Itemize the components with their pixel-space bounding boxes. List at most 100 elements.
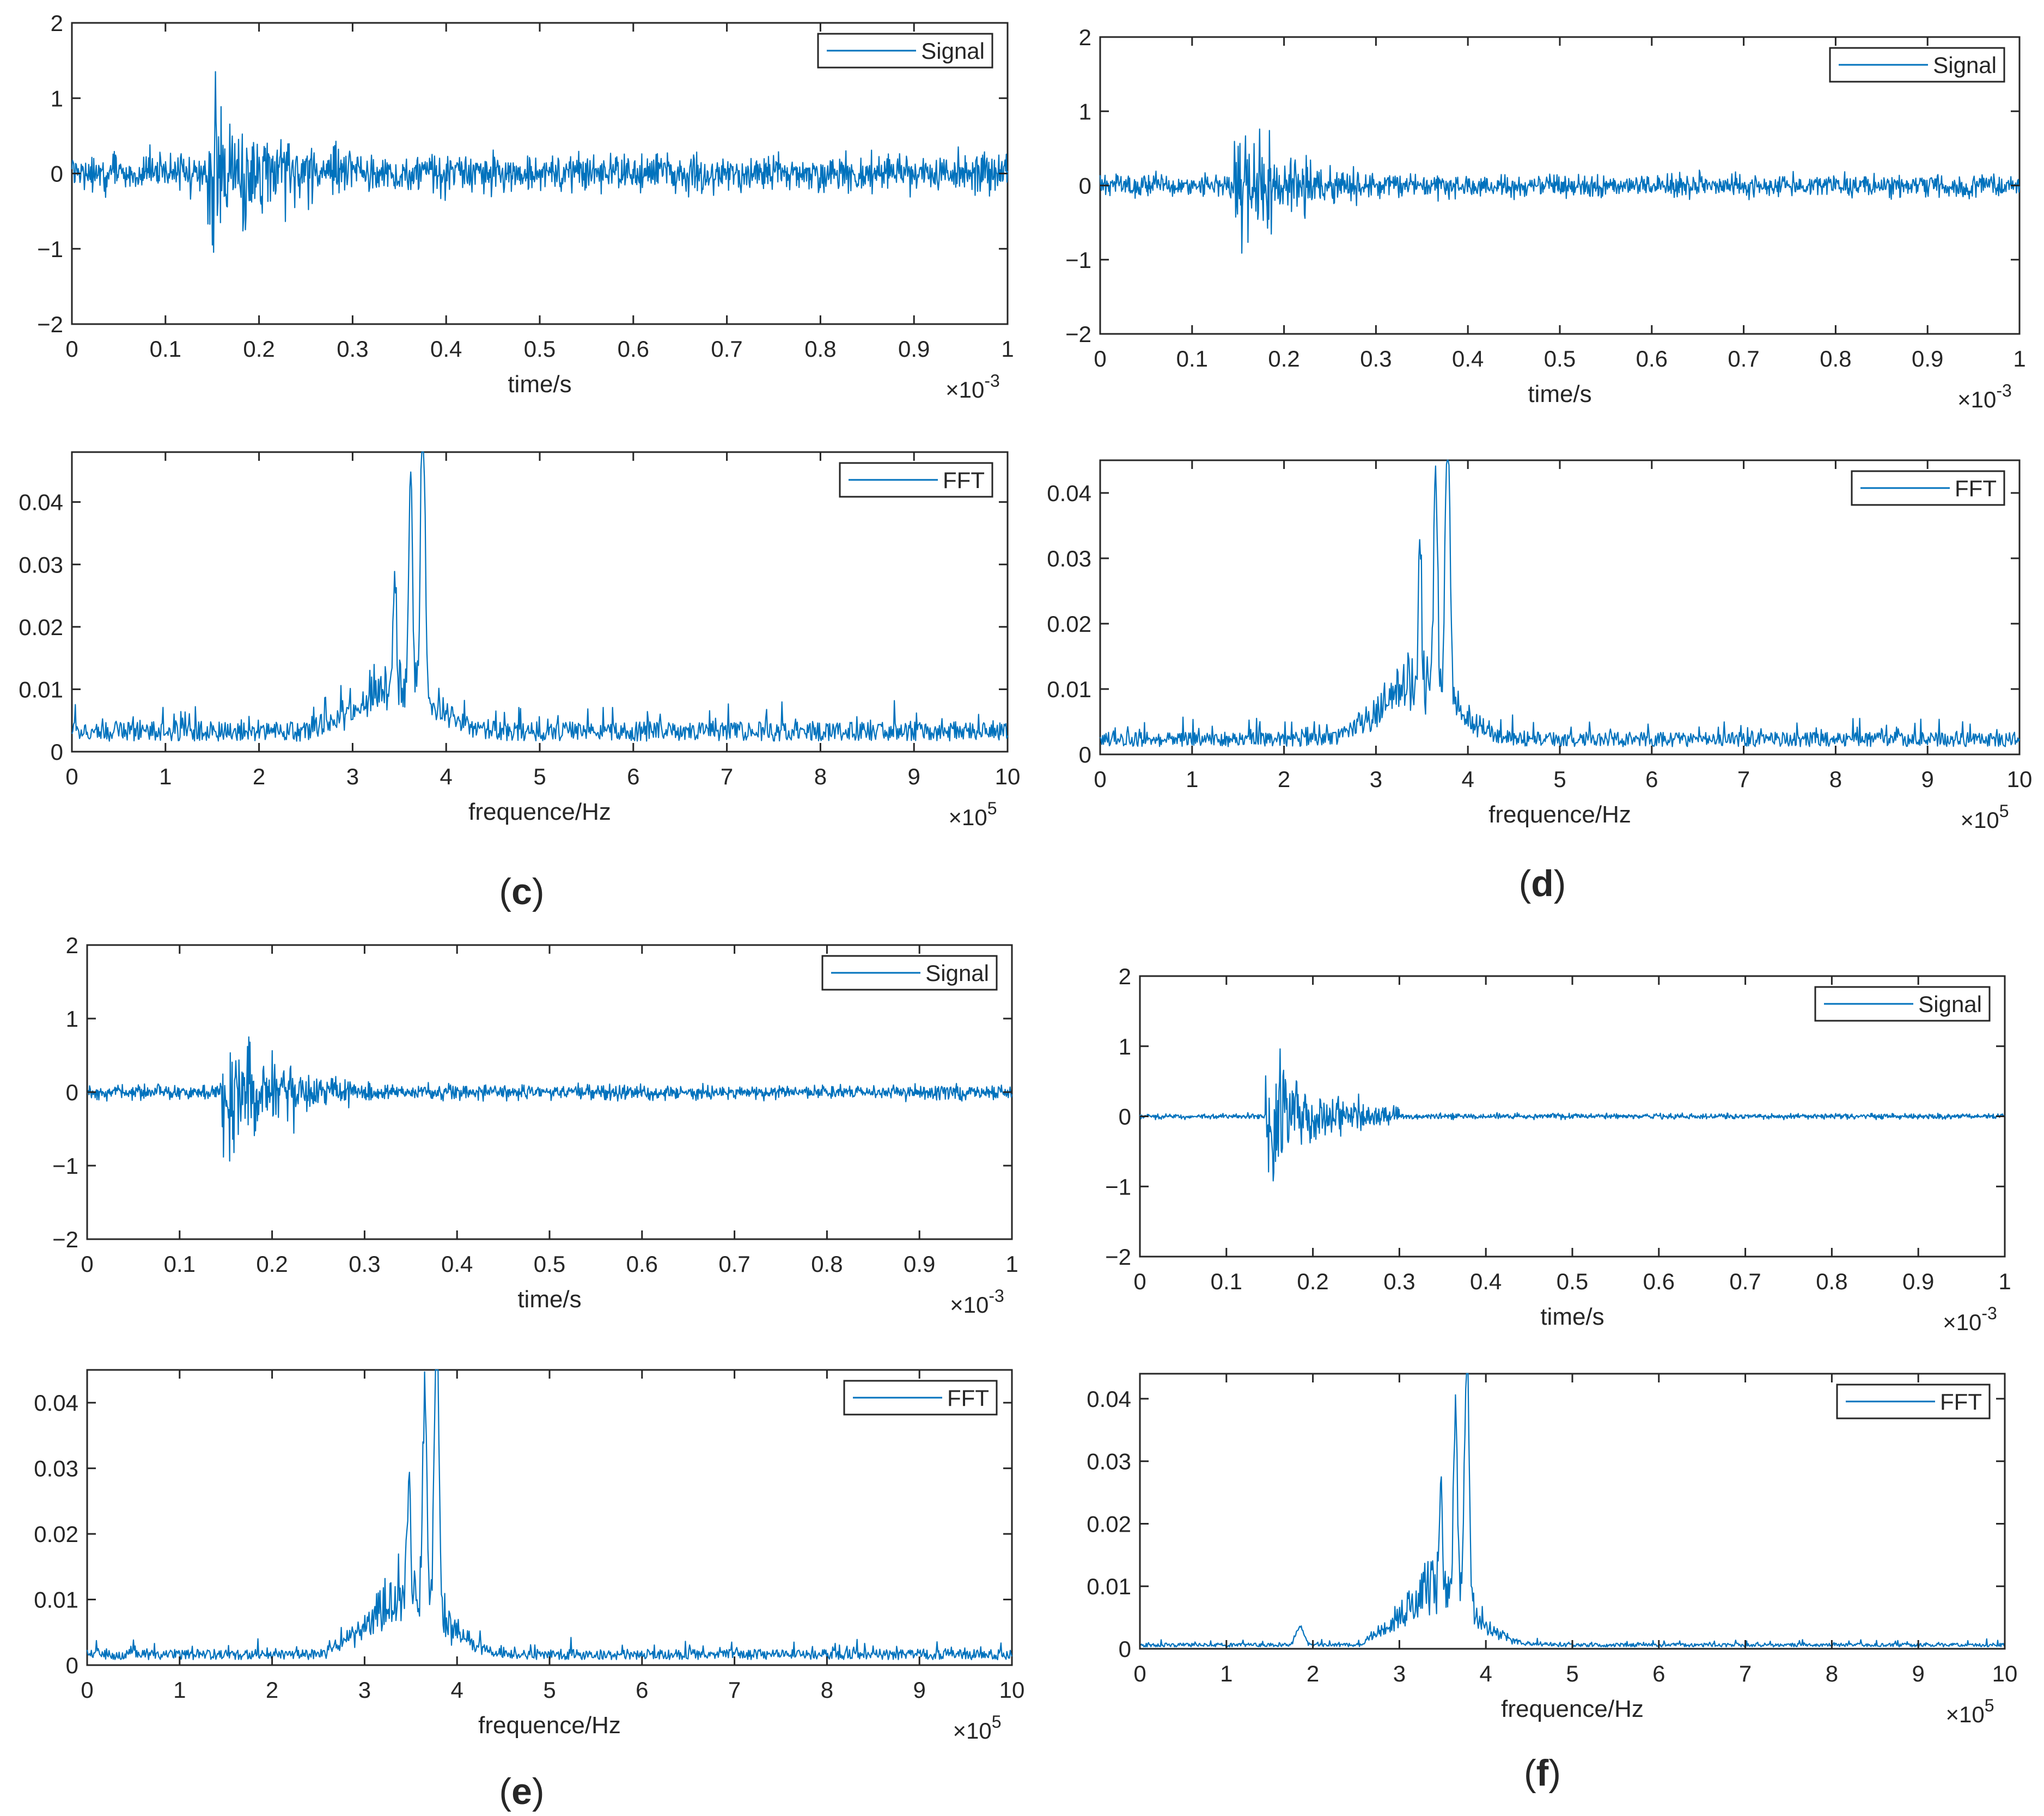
y-tick-label: −2 (1105, 1244, 1131, 1270)
legend-c-signal: Signal (817, 33, 993, 69)
chart-d-fft: 0 1 2 3 4 5 6 7 8 9 10 0 0.01 0.02 0.03 0.04 frequence/H… (1047, 459, 2033, 833)
legend-label: Signal (921, 38, 985, 64)
y-tick-label: −2 (52, 1227, 78, 1252)
y-tick-label: 0.02 (19, 614, 63, 640)
series-line-d-fft (1099, 459, 2021, 747)
x-tick-label: 0.1 (1211, 1269, 1242, 1294)
x-tick-label: 3 (358, 1677, 371, 1703)
y-tick-label: 0.04 (19, 490, 63, 515)
y-tick-label: 0 (51, 739, 63, 765)
x-axis-label: time/s (517, 1286, 581, 1313)
series-line-c-fft (71, 451, 1009, 742)
x-tick-label: 0.2 (243, 336, 274, 362)
legend-label: Signal (1918, 991, 1982, 1017)
y-tick-label: 0.02 (1047, 611, 1091, 637)
x-tick-label: 5 (1566, 1661, 1578, 1686)
chart-f-fft: 0 1 2 3 4 5 6 7 8 9 10 0 0.01 0.02 0.03 0.04 frequence/H… (1087, 1373, 2018, 1727)
series-line-e-signal (87, 1036, 1013, 1162)
x-tick-label: 0.6 (1643, 1269, 1675, 1294)
x-tick-label: 1 (1186, 766, 1198, 792)
series-line-e-fft (86, 1369, 1013, 1660)
x-tick-label: 10 (1992, 1661, 2018, 1686)
legend-d-fft: FFT (1851, 470, 2005, 506)
y-tick-label: −2 (1065, 321, 1091, 347)
x-tick-label: 2 (1307, 1661, 1319, 1686)
y-tick-label: 2 (1079, 25, 1091, 50)
x-tick-label: 9 (1921, 766, 1934, 792)
y-tick-label: 0.03 (19, 552, 63, 577)
y-tick-label: −1 (1105, 1174, 1131, 1199)
legend-label: FFT (943, 467, 985, 493)
chart-c-signal: 0 0.1 0.2 0.3 0.4 0.5 0.6 0.7 0.8 0.9 1 −2 −1 0 1 2 time… (37, 10, 1014, 403)
x-tick-label: 5 (543, 1677, 556, 1703)
x-tick-label: 0.8 (811, 1251, 843, 1277)
x-tick-label: 0.7 (1728, 346, 1759, 371)
panel-label-e: (e) (499, 1771, 544, 1812)
x-tick-label: 0.2 (1297, 1269, 1328, 1294)
x-tick-label: 0.7 (718, 1251, 750, 1277)
x-tick-label: 3 (346, 764, 359, 789)
x-tick-label: 6 (636, 1677, 648, 1703)
x-tick-label: 7 (728, 1677, 741, 1703)
y-tick-label: 1 (1079, 99, 1091, 124)
legend-label: Signal (925, 960, 989, 986)
chart-e-fft: 0 1 2 3 4 5 6 7 8 9 10 0 0.01 0.02 0.03 0.04 frequence/H… (34, 1369, 1024, 1744)
plot-area-f-fft (1139, 1373, 2006, 1650)
x-tick-label: 9 (1912, 1661, 1925, 1686)
y-tick-label: 0.01 (1047, 677, 1091, 702)
legend-e-signal: Signal (821, 955, 998, 991)
x-tick-label: 0.1 (1176, 346, 1208, 371)
legend-f-fft: FFT (1836, 1384, 1991, 1419)
y-tick-label: 2 (66, 933, 78, 958)
x-tick-label: 4 (451, 1677, 463, 1703)
x-tick-label: 0.7 (711, 336, 742, 362)
x-tick-label: 0.4 (430, 336, 462, 362)
x-tick-label: 0.1 (150, 336, 181, 362)
x-tick-label: 6 (1645, 766, 1658, 792)
plot-area-e-fft (86, 1369, 1013, 1666)
x-tick-label: 8 (821, 1677, 833, 1703)
x-axis-label: frequence/Hz (1501, 1696, 1644, 1722)
y-tick-label: 0.04 (1047, 480, 1091, 506)
x-tick-label: 0 (1133, 1269, 1146, 1294)
x-tick-label: 1 (159, 764, 172, 789)
y-tick-label: 0 (51, 161, 63, 187)
chart-c-fft: 0 1 2 3 4 5 6 7 8 9 10 0 0.01 0.02 0.03 0.04 frequence/H… (19, 451, 1021, 830)
legend-label: Signal (1933, 52, 1997, 78)
x-tick-label: 0 (81, 1677, 93, 1703)
legend-label: FFT (1955, 476, 1997, 501)
x-tick-label: 1 (1001, 336, 1014, 362)
x-tick-label: 9 (913, 1677, 926, 1703)
legend-d-signal: Signal (1829, 47, 2005, 83)
x-tick-label: 3 (1393, 1661, 1406, 1686)
x-tick-label: 10 (995, 764, 1021, 789)
x-axis-multiplier: ×10-3 (1957, 381, 2012, 412)
x-tick-label: 5 (533, 764, 546, 789)
series-line-d-signal (1099, 128, 2021, 254)
x-tick-label: 0.8 (1816, 1269, 1847, 1294)
y-tick-label: 0 (1079, 742, 1091, 767)
legend-label: FFT (1940, 1389, 1982, 1415)
x-tick-label: 8 (814, 764, 827, 789)
x-tick-label: 0.7 (1729, 1269, 1761, 1294)
x-tick-label: 7 (721, 764, 733, 789)
y-tick-label: 0 (1079, 173, 1091, 199)
panel-label-d: (d) (1519, 863, 1566, 904)
charts-layer: 0 0.1 0.2 0.3 0.4 0.5 0.6 0.7 0.8 0.9 1 −2 −1 0 1 2 time… (19, 10, 2032, 1744)
y-tick-label: 0.02 (34, 1521, 78, 1547)
x-tick-label: 0.3 (337, 336, 368, 362)
y-tick-label: 1 (66, 1006, 78, 1032)
legend-label: FFT (947, 1385, 989, 1411)
x-tick-label: 10 (2007, 766, 2033, 792)
x-tick-label: 1 (1005, 1251, 1018, 1277)
x-tick-label: 0 (65, 764, 78, 789)
x-tick-label: 7 (1737, 766, 1750, 792)
x-tick-label: 0.6 (1636, 346, 1668, 371)
x-tick-label: 5 (1553, 766, 1566, 792)
x-axis-multiplier: ×10-3 (1943, 1303, 1997, 1335)
x-tick-label: 0.9 (1912, 346, 1943, 371)
x-axis-multiplier: ×105 (953, 1712, 1001, 1744)
y-tick-label: 0.03 (1087, 1449, 1131, 1474)
x-tick-label: 0.5 (534, 1251, 565, 1277)
legend-f-signal: Signal (1814, 986, 1991, 1022)
